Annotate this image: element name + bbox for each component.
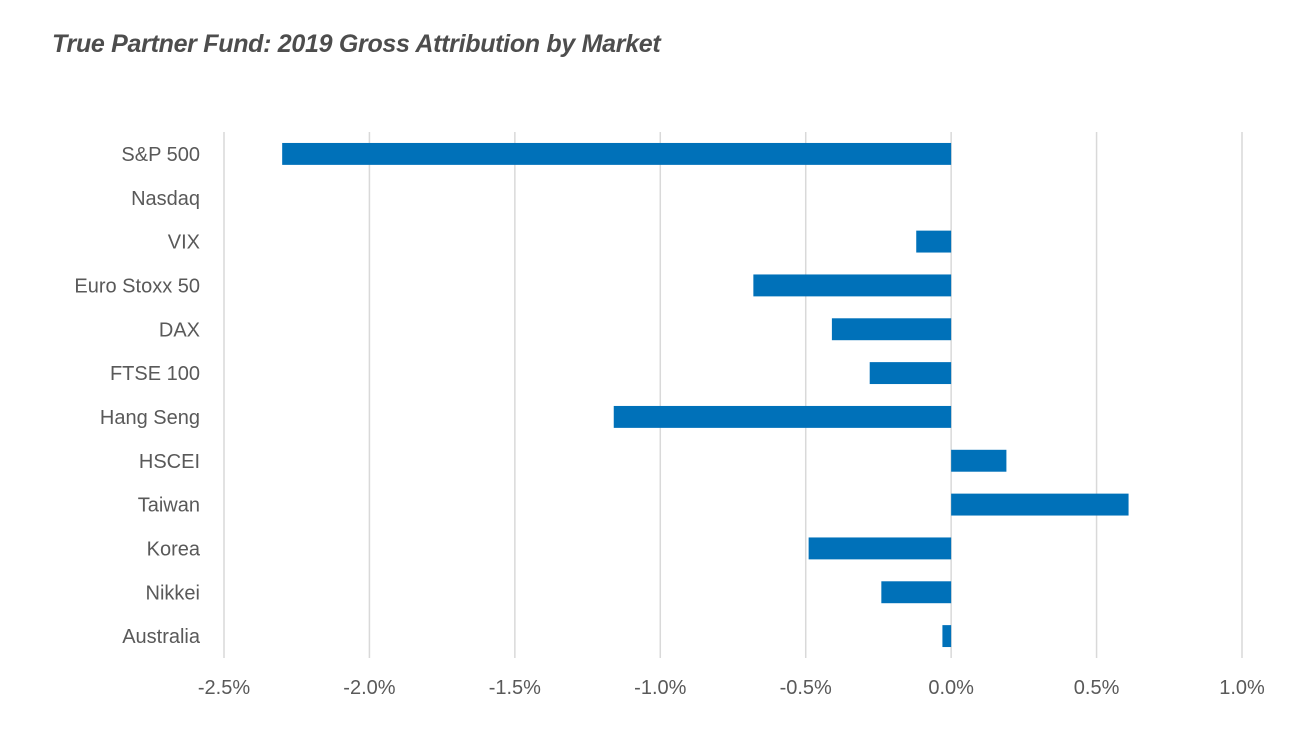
bar [613,405,952,428]
bar [881,581,952,604]
category-label: S&P 500 [121,144,200,166]
bar [951,493,1129,516]
x-tick-label: 0.0% [928,677,974,699]
bar [951,449,1007,472]
category-label: Taiwan [138,495,200,517]
category-label: DAX [159,319,200,341]
category-label: Hang Seng [100,407,200,429]
category-label: Euro Stoxx 50 [74,275,200,297]
x-tick-label: -1.0% [634,677,686,699]
x-tick-labels: -2.5% -2.0% -1.5% -1.0% -0.5% 0.0% 0.5% 1.0% [198,677,1265,699]
bar [916,230,952,253]
bar [753,274,952,297]
category-label: Korea [147,538,201,560]
x-tick-label: -1.5% [489,677,541,699]
x-tick-label: 0.5% [1074,677,1120,699]
category-labels: S&P 500 Nasdaq VIX Euro Stoxx 50 DAX FTSE 100… [74,144,201,648]
category-label: Australia [122,626,201,648]
category-label: HSCEI [139,451,200,473]
bar [869,362,952,385]
category-label: Nikkei [146,582,200,604]
gridlines [223,132,1243,658]
x-tick-label: -0.5% [780,677,832,699]
bar [808,537,952,560]
category-label: VIX [168,232,200,254]
x-tick-label: -2.0% [343,677,395,699]
bar [831,318,952,341]
chart-title: True Partner Fund: 2019 Gross Attributio… [52,30,661,58]
bars [282,142,1129,648]
category-label: Nasdaq [131,188,200,210]
category-label: FTSE 100 [110,363,200,385]
bar [942,625,952,648]
x-tick-label: 1.0% [1219,677,1265,699]
x-tick-label: -2.5% [198,677,250,699]
bar [282,142,952,165]
